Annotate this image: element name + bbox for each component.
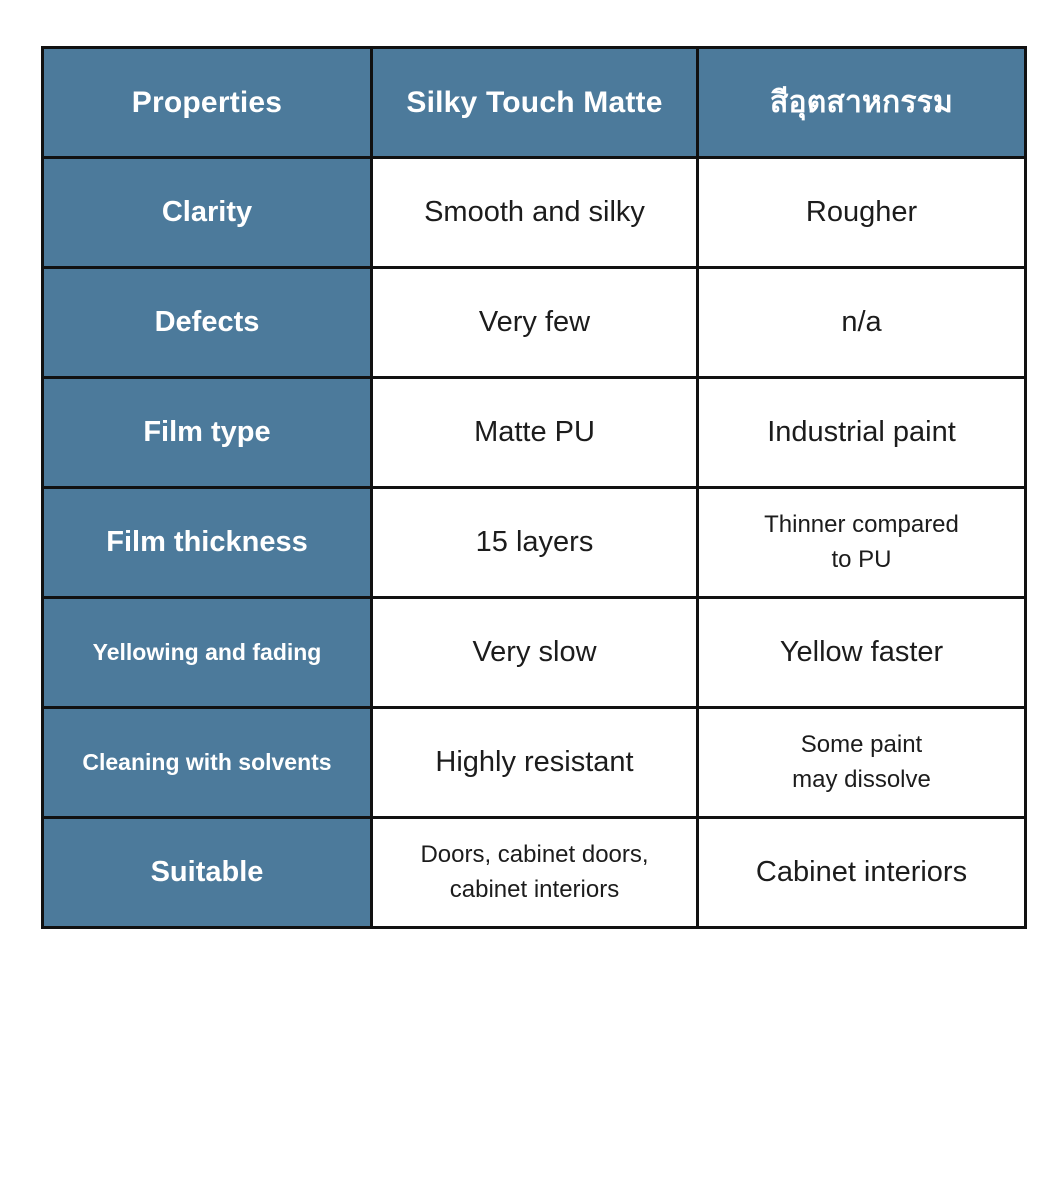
- table-row-yellowing: Yellowing and fading Very slow Yellow fa…: [41, 596, 1027, 709]
- table-row-cleaning: Cleaning with solvents Highly resistant …: [41, 706, 1027, 819]
- header-row: Properties Silky Touch Matte สีอุตสาหกรร…: [41, 46, 1027, 159]
- value-suitable-industrial: Cabinet interiors: [696, 816, 1027, 929]
- row-label-suitable: Suitable: [41, 816, 373, 929]
- value-film-type-silky: Matte PU: [370, 376, 699, 489]
- value-defects-industrial: n/a: [696, 266, 1027, 379]
- table-row-defects: Defects Very few n/a: [41, 266, 1027, 379]
- value-film-thickness-industrial: Thinner compared to PU: [696, 486, 1027, 599]
- row-label-film-type: Film type: [41, 376, 373, 489]
- value-defects-silky: Very few: [370, 266, 699, 379]
- column-header-silky-touch-matte: Silky Touch Matte: [370, 46, 699, 159]
- table-row-film-thickness: Film thickness 15 layers Thinner compare…: [41, 486, 1027, 599]
- table-row-clarity: Clarity Smooth and silky Rougher: [41, 156, 1027, 269]
- row-label-cleaning-with-solvents: Cleaning with solvents: [41, 706, 373, 819]
- value-film-type-industrial: Industrial paint: [696, 376, 1027, 489]
- column-header-properties: Properties: [41, 46, 373, 159]
- row-label-yellowing-and-fading: Yellowing and fading: [41, 596, 373, 709]
- value-clarity-silky: Smooth and silky: [370, 156, 699, 269]
- value-yellowing-silky: Very slow: [370, 596, 699, 709]
- comparison-table-container: Properties Silky Touch Matte สีอุตสาหกรร…: [41, 46, 1027, 929]
- value-yellowing-industrial: Yellow faster: [696, 596, 1027, 709]
- value-clarity-industrial: Rougher: [696, 156, 1027, 269]
- value-cleaning-silky: Highly resistant: [370, 706, 699, 819]
- value-cleaning-industrial: Some paint may dissolve: [696, 706, 1027, 819]
- value-suitable-silky: Doors, cabinet doors, cabinet interiors: [370, 816, 699, 929]
- row-label-film-thickness: Film thickness: [41, 486, 373, 599]
- row-label-clarity: Clarity: [41, 156, 373, 269]
- table-row-film-type: Film type Matte PU Industrial paint: [41, 376, 1027, 489]
- properties-comparison-table: Properties Silky Touch Matte สีอุตสาหกรร…: [41, 46, 1027, 929]
- column-header-industrial-paint-thai: สีอุตสาหกรรม: [696, 46, 1027, 159]
- row-label-defects: Defects: [41, 266, 373, 379]
- value-film-thickness-silky: 15 layers: [370, 486, 699, 599]
- table-row-suitable: Suitable Doors, cabinet doors, cabinet i…: [41, 816, 1027, 929]
